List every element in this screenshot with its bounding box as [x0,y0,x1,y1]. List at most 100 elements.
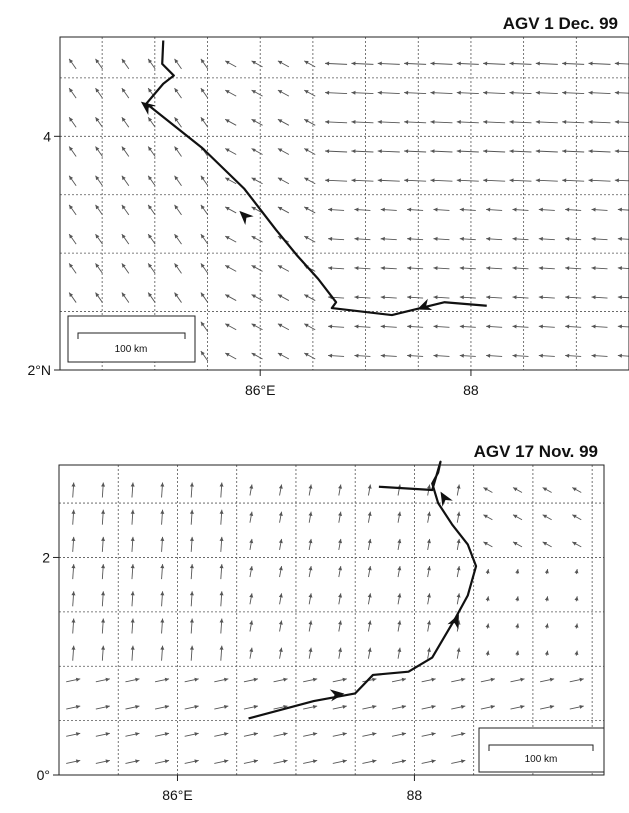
wind-vector [121,146,130,157]
wind-vector [101,618,106,634]
scale-label: 100 km [525,754,558,765]
wind-vector [544,650,549,656]
wind-vector [325,178,348,183]
wind-vector [535,149,558,154]
wind-vector [147,87,156,99]
wind-vector [224,352,237,360]
wind-vector [95,146,103,157]
wind-vector [404,178,427,183]
wind-vector [243,732,259,737]
wind-vector [121,117,130,128]
wind-vector [574,623,579,629]
wind-vector [486,266,503,271]
wind-vector [480,677,495,683]
wind-vector [614,90,629,95]
wind-vector [354,324,371,329]
wind-vector [214,759,229,764]
wind-vector [510,677,525,683]
wind-vector [68,117,77,128]
wind-vector [66,704,81,710]
wind-vector [351,178,374,183]
scale-box [67,315,196,363]
wind-vector [224,89,237,97]
wind-vector [71,509,76,525]
wind-vector [377,149,400,154]
wind-vector [101,564,106,580]
wind-vector [433,207,450,212]
wind-vector [397,566,402,578]
wind-vector [200,58,209,70]
wind-vector [617,207,629,212]
wind-vector [451,704,466,710]
wind-vector [278,620,283,632]
wind-vector [572,541,582,548]
wind-vector [249,566,254,578]
wind-vector [430,149,453,154]
wind-vector [515,650,520,656]
wind-vector [130,536,135,552]
wind-vector [66,677,81,683]
wind-vector [121,87,130,99]
wind-vector [121,58,130,70]
wind-vector [338,620,343,632]
wind-vector [430,119,453,124]
wind-vector [509,90,532,95]
wind-vector [591,207,608,212]
wind-vector [512,207,529,212]
wind-vector [617,295,629,300]
wind-vector [433,324,450,329]
track-direction-arrow [329,689,345,702]
wind-vector [397,593,402,605]
wind-vector [174,292,182,303]
wind-vector [219,591,224,607]
wind-vector [451,677,466,683]
wind-vector [397,620,402,632]
wind-vector [308,620,313,632]
wind-vector [574,596,579,602]
wind-vector [459,353,476,358]
wind-vector [362,677,377,683]
wind-vector [95,233,103,245]
wind-vector [332,677,347,683]
wind-vector [421,704,436,710]
wind-vector [367,620,372,632]
wind-vector [189,482,194,498]
wind-vector [95,677,110,683]
wind-vector [160,564,165,580]
wind-vector [277,60,290,68]
wind-vector [565,266,582,271]
wind-vector [512,295,529,300]
wind-vector [486,236,503,241]
wind-vector [391,677,407,683]
wind-vector [362,704,377,710]
wind-vector [510,704,525,710]
wind-vector [456,647,461,659]
wind-vector [71,536,76,552]
wind-vector [243,677,259,683]
scale-label: 100 km [115,344,148,355]
track-direction-arrow [140,101,156,115]
wind-vector [224,294,237,301]
wind-vector [538,207,555,212]
wind-vector [483,149,506,154]
wind-vector [483,541,493,548]
wind-vector [160,591,165,607]
wind-vector [407,353,424,358]
wind-vector [308,484,313,496]
wind-vector [224,177,237,185]
wind-vector [278,593,283,605]
wind-vector [277,89,290,97]
wind-vector [562,61,585,66]
wind-vector [125,759,140,764]
wind-vector [303,759,318,764]
wind-vector [367,484,372,496]
wind-vector [485,623,490,629]
wind-vector [565,207,582,212]
wind-vector [200,204,209,216]
wind-vector [251,235,263,243]
wind-vector [304,60,316,68]
wind-vector [426,593,431,605]
axes: 86°E 88 2°N 4 [28,128,479,398]
scale-bar-line [488,744,594,751]
wind-vector [591,353,608,358]
